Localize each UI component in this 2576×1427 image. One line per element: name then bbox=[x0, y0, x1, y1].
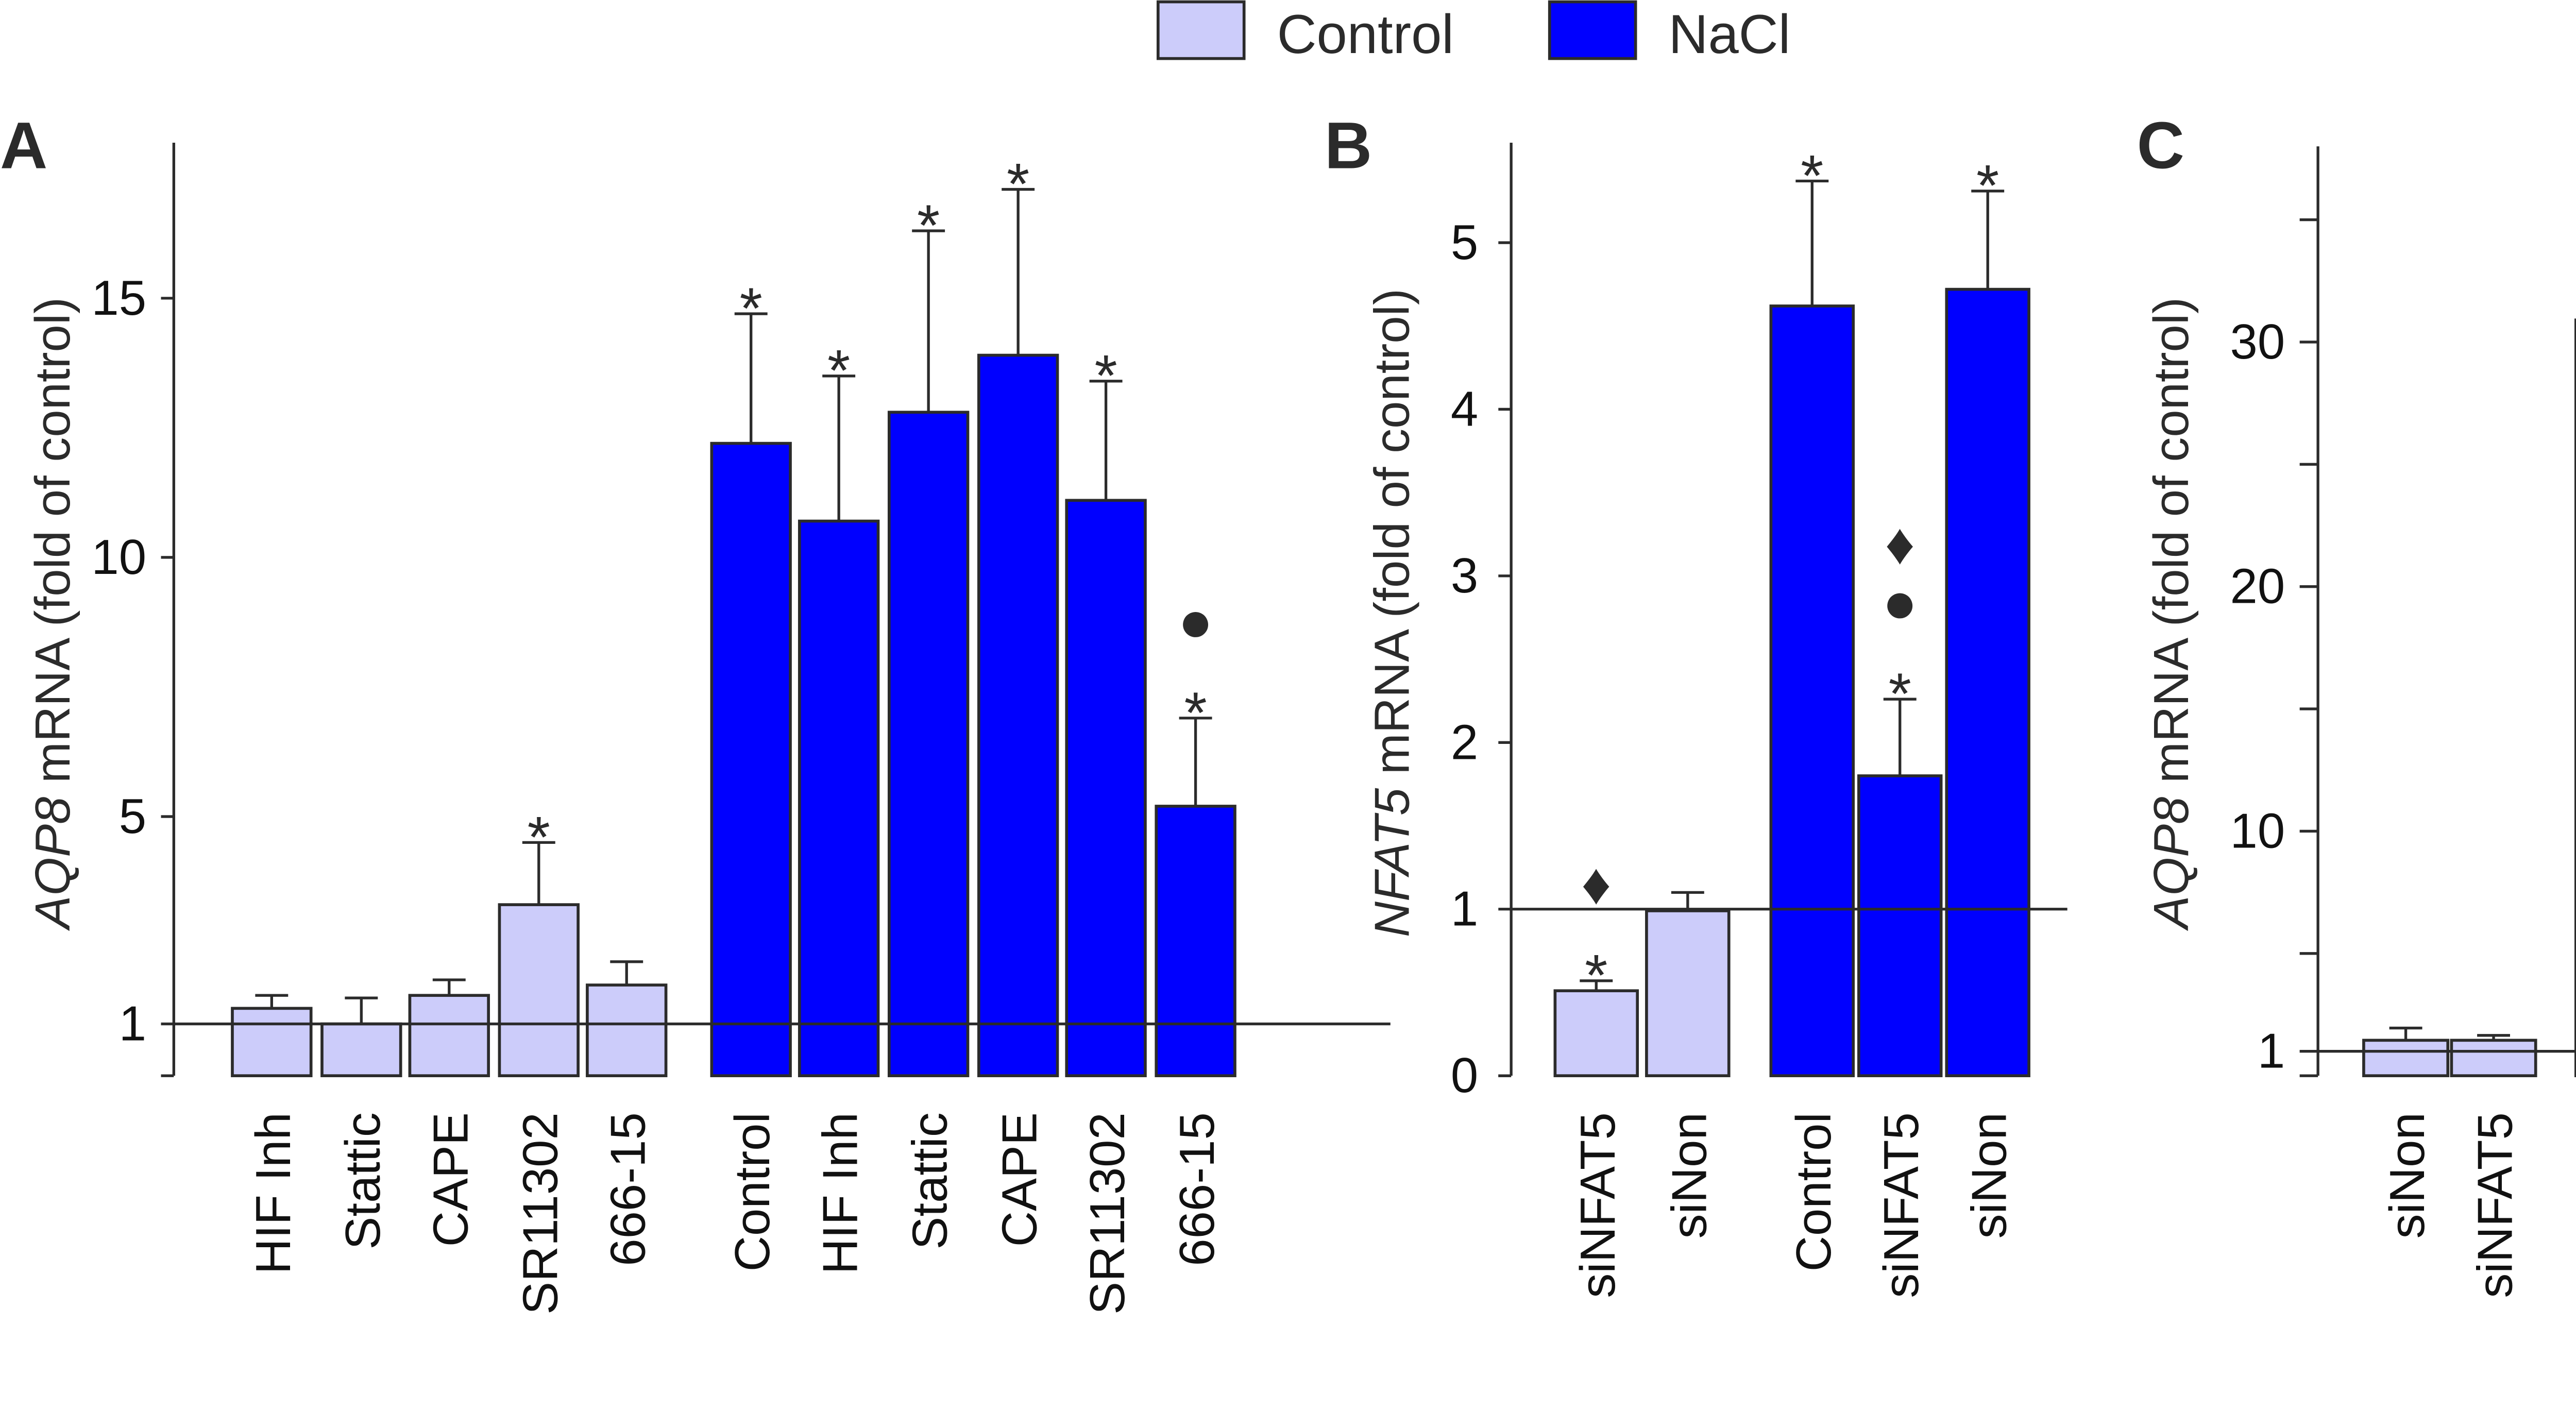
bar-nacl-666-15 bbox=[1155, 805, 1236, 1077]
x-category-label: CAPE bbox=[423, 1112, 478, 1247]
bar-nacl-sr11302 bbox=[1065, 499, 1147, 1077]
x-category-label: siNFAT5 bbox=[1874, 1112, 1929, 1298]
bar-control-666-15 bbox=[586, 983, 668, 1077]
significance-asterisk: * bbox=[1976, 153, 1999, 218]
panel-a: A AQP8 mRNA (fold of control) 151015HIF … bbox=[0, 109, 1391, 1315]
x-category-label: siNon bbox=[1962, 1112, 2017, 1238]
panel-b: B NFAT5 mRNA (fold of control) 0 1 2 3 4 5 * ♦ s… bbox=[1325, 109, 2067, 1298]
bar-control-sinfat5 bbox=[1553, 989, 1639, 1077]
bar-control-stattic bbox=[320, 1022, 402, 1077]
x-category-label: Control bbox=[725, 1112, 780, 1271]
bar-control-sinfat5 bbox=[2450, 1039, 2537, 1077]
y-tick-label-b: 1 bbox=[1451, 881, 1478, 937]
bar-nacl-cape bbox=[977, 353, 1059, 1077]
bar-control-sinon bbox=[2362, 1039, 2450, 1077]
bar-control-hif-inh bbox=[231, 1007, 313, 1077]
significance-asterisk: * bbox=[1184, 680, 1207, 745]
bar-control-sr11302 bbox=[498, 903, 580, 1077]
legend-label-control: Control bbox=[1277, 4, 1454, 65]
panel-letter-c: C bbox=[2137, 109, 2184, 183]
y-tick-label-c: 10 bbox=[2230, 803, 2285, 858]
significance-asterisk: * bbox=[740, 276, 762, 341]
legend-swatch-nacl bbox=[1548, 0, 1637, 60]
y-axis-label-b: NFAT5 mRNA (fold of control) bbox=[1364, 288, 1419, 937]
x-category-label: siNFAT5 bbox=[1570, 1112, 1625, 1298]
bar-control-cape bbox=[408, 994, 490, 1077]
y-tick-label-a: 1 bbox=[119, 996, 146, 1051]
y-tick-label-a: 15 bbox=[91, 270, 146, 326]
bar-nacl-stattic bbox=[887, 411, 970, 1077]
significance-asterisk: * bbox=[1801, 143, 1823, 209]
x-category-label: Stattic bbox=[903, 1112, 958, 1249]
y-axis-label-a: AQP8 mRNA (fold of control) bbox=[25, 297, 80, 931]
x-category-label: 666-15 bbox=[601, 1112, 656, 1266]
panel-letter-b: B bbox=[1325, 109, 1372, 183]
legend: Control NaCl bbox=[1156, 0, 1791, 65]
y-tick-label-a: 10 bbox=[91, 530, 146, 585]
x-category-label: Control bbox=[1786, 1112, 1841, 1271]
x-category-label: siNFAT5 bbox=[2468, 1112, 2523, 1298]
significance-diamond: ♦ bbox=[1885, 511, 1915, 576]
y-tick-label-b: 4 bbox=[1451, 381, 1478, 436]
bar-nacl-sinon bbox=[1945, 287, 2030, 1077]
bar-nacl-control bbox=[1769, 304, 1855, 1077]
significance-asterisk: * bbox=[1585, 943, 1607, 1008]
significance-dot: ● bbox=[1178, 589, 1213, 654]
significance-asterisk: * bbox=[827, 338, 850, 403]
y-tick-label-b: 5 bbox=[1451, 215, 1478, 270]
significance-asterisk: * bbox=[1094, 343, 1117, 409]
legend-swatch-control bbox=[1156, 0, 1246, 60]
bar-nacl-hif-inh bbox=[798, 519, 880, 1077]
x-category-label: CAPE bbox=[992, 1112, 1047, 1247]
x-category-label: Stattic bbox=[335, 1112, 391, 1249]
bar-nacl-control bbox=[710, 441, 792, 1077]
y-axis-label-c: AQP8 mRNA (fold of control) bbox=[2144, 297, 2199, 931]
y-tick-label-c: 30 bbox=[2230, 314, 2285, 369]
x-category-label: siNon bbox=[1662, 1112, 1717, 1238]
y-tick-label-c: 1 bbox=[2258, 1024, 2285, 1079]
x-category-label: siNon bbox=[2380, 1112, 2435, 1238]
significance-dot: ● bbox=[1882, 570, 1918, 635]
bar-nacl-sinfat5 bbox=[1857, 774, 1943, 1077]
x-category-label: HIF Inh bbox=[813, 1112, 868, 1274]
x-category-label: 666-15 bbox=[1170, 1112, 1225, 1266]
legend-label-nacl: NaCl bbox=[1669, 4, 1791, 65]
x-category-label: SR11302 bbox=[513, 1112, 568, 1315]
bar-control-sinon bbox=[1645, 909, 1731, 1077]
y-tick-label-c: 20 bbox=[2230, 559, 2285, 614]
y-tick-label-b: 2 bbox=[1451, 715, 1478, 770]
panel-c: C AQP8 mRNA (fold of control) 1 10 20 30 siN… bbox=[2137, 109, 2576, 1298]
y-tick-label-b: 0 bbox=[1451, 1048, 1478, 1103]
significance-asterisk: * bbox=[917, 193, 940, 258]
significance-asterisk: * bbox=[1007, 151, 1029, 217]
significance-diamond: ♦ bbox=[1581, 852, 1611, 917]
y-tick-label-b: 3 bbox=[1451, 548, 1478, 603]
x-category-label: HIF Inh bbox=[246, 1112, 301, 1274]
y-tick-label-a: 5 bbox=[119, 789, 146, 844]
x-category-label: SR11302 bbox=[1080, 1112, 1135, 1315]
significance-asterisk: * bbox=[528, 805, 550, 870]
panel-letter-a: A bbox=[0, 109, 47, 183]
significance-asterisk: * bbox=[1889, 661, 1911, 727]
